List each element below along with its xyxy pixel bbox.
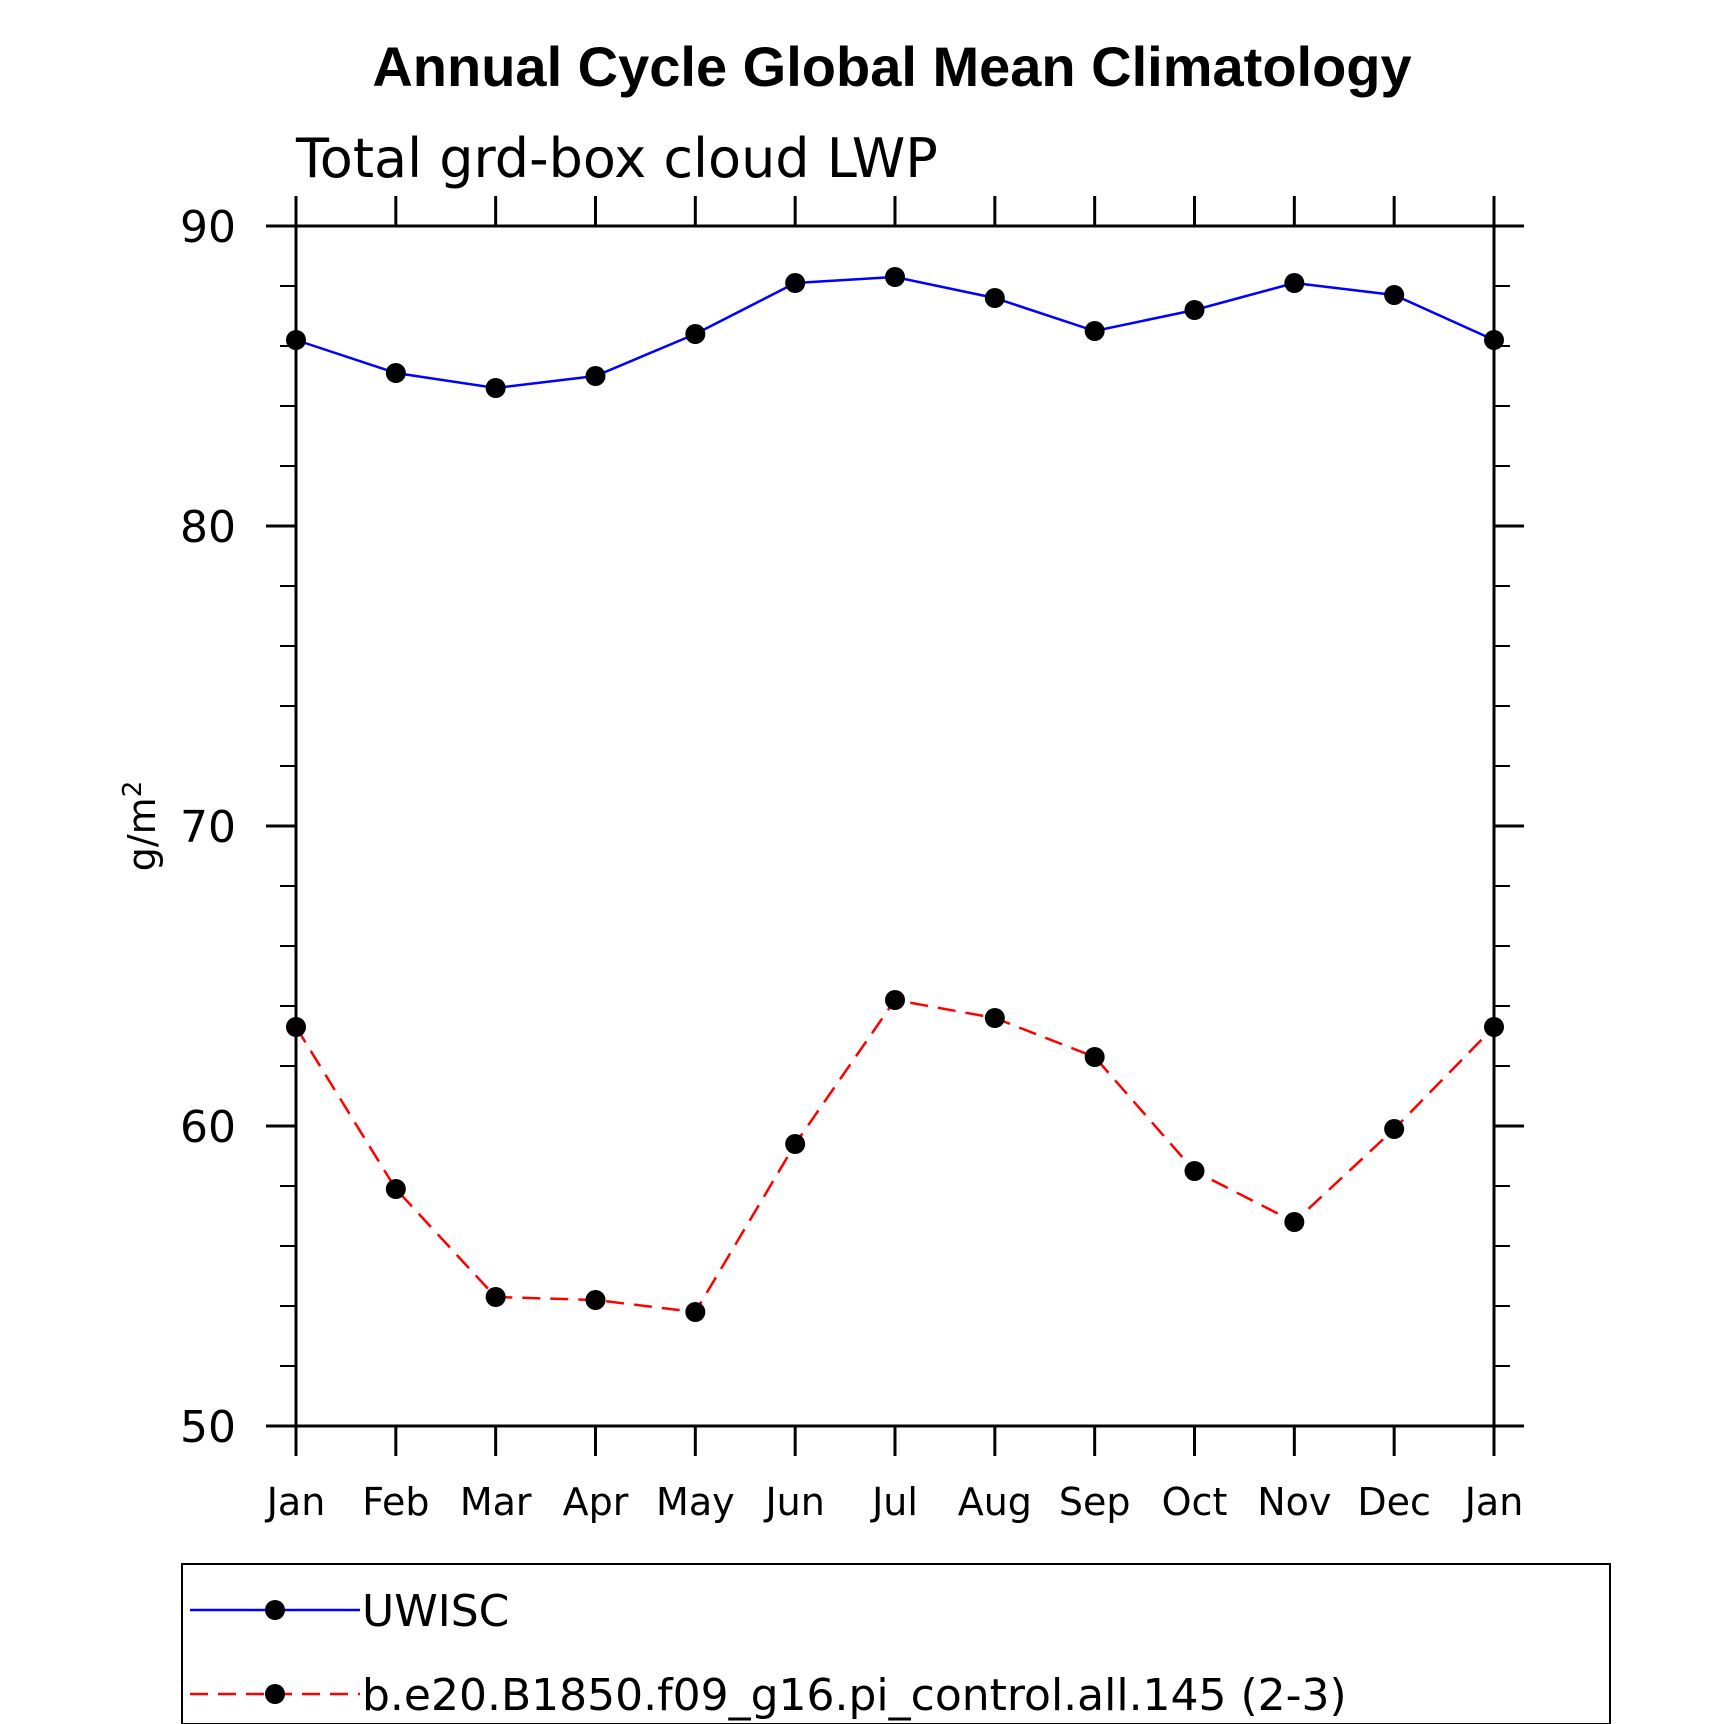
data-point xyxy=(1184,300,1205,320)
series-1 xyxy=(286,267,1504,398)
legend-entry-2: b.e20.B1850.f09_g16.pi_control.all.145 (… xyxy=(190,1670,1347,1721)
y-axis-label: g/m2 xyxy=(118,781,164,872)
data-point xyxy=(485,378,506,398)
series-2 xyxy=(286,990,1504,1322)
series-line xyxy=(295,275,1495,390)
data-point xyxy=(685,1302,706,1322)
legend-marker xyxy=(265,1600,285,1620)
x-tick-label: Jun xyxy=(763,1480,824,1524)
x-tick-label: Nov xyxy=(1257,1480,1331,1524)
axes: Jan Feb Mar Apr May Jun Jul Aug Sep Oct Nov Dec Jan 5… xyxy=(180,196,1524,1524)
data-point xyxy=(885,267,905,287)
data-point xyxy=(885,990,905,1010)
data-point xyxy=(785,1134,806,1154)
legend-label: UWISC xyxy=(362,1586,509,1637)
y-tick-label: 80 xyxy=(180,502,236,553)
data-point xyxy=(984,1008,1005,1028)
y-tick-label: 90 xyxy=(180,202,236,253)
x-tick-label: Jan xyxy=(265,1480,326,1524)
data-point xyxy=(1284,273,1305,293)
series-layer xyxy=(286,267,1504,1322)
data-point xyxy=(1084,321,1105,341)
x-tick-label: Sep xyxy=(1059,1480,1131,1524)
data-point xyxy=(286,1017,306,1037)
data-point xyxy=(585,1290,606,1310)
x-tick-label: Jan xyxy=(1463,1480,1524,1524)
data-point xyxy=(1384,285,1405,305)
data-point xyxy=(1084,1047,1105,1067)
x-tick-label: Apr xyxy=(563,1480,629,1524)
legend-marker xyxy=(265,1684,285,1704)
y-tick-label: 70 xyxy=(180,802,236,853)
data-point xyxy=(685,324,706,344)
x-tick-label: Mar xyxy=(460,1480,532,1524)
y-axis-label-text: g/m2 xyxy=(118,781,164,872)
legend-entry-1: UWISC xyxy=(190,1586,509,1637)
data-point xyxy=(1484,1017,1504,1037)
data-point xyxy=(385,1179,406,1199)
data-point xyxy=(1384,1119,1405,1139)
x-tick-label: Dec xyxy=(1357,1480,1431,1524)
x-tick-label: May xyxy=(656,1480,735,1524)
data-point xyxy=(485,1287,506,1307)
data-point xyxy=(1184,1161,1205,1181)
y-axis-label-superscript: 2 xyxy=(118,781,148,798)
data-point xyxy=(585,366,606,386)
y-tick-label: 60 xyxy=(180,1102,236,1153)
series-line xyxy=(294,998,1495,1314)
title-layer: Annual Cycle Global Mean Climatology Tot… xyxy=(295,35,1412,190)
x-tick-label: Jul xyxy=(870,1480,918,1524)
data-point xyxy=(785,273,806,293)
data-point xyxy=(1284,1212,1305,1232)
legend-label: b.e20.B1850.f09_g16.pi_control.all.145 (… xyxy=(362,1670,1347,1721)
data-point xyxy=(1484,330,1504,350)
plot-frame xyxy=(294,224,1496,1428)
data-point xyxy=(286,330,306,350)
legend: UWISC b.e20.B1850.f09_g16.pi_control.all.… xyxy=(181,1563,1611,1724)
data-point xyxy=(984,288,1005,308)
x-tick-label: Aug xyxy=(958,1480,1032,1524)
x-tick-label: Oct xyxy=(1162,1480,1228,1524)
chart-title: Annual Cycle Global Mean Climatology xyxy=(372,35,1411,98)
legend-box xyxy=(181,1563,1611,1724)
y-axis-label-unit: g/m xyxy=(120,797,164,871)
chart-subtitle: Total grd-box cloud LWP xyxy=(295,127,938,190)
x-tick-label: Feb xyxy=(362,1480,429,1524)
y-tick-label: 50 xyxy=(180,1402,236,1453)
data-point xyxy=(385,363,406,383)
